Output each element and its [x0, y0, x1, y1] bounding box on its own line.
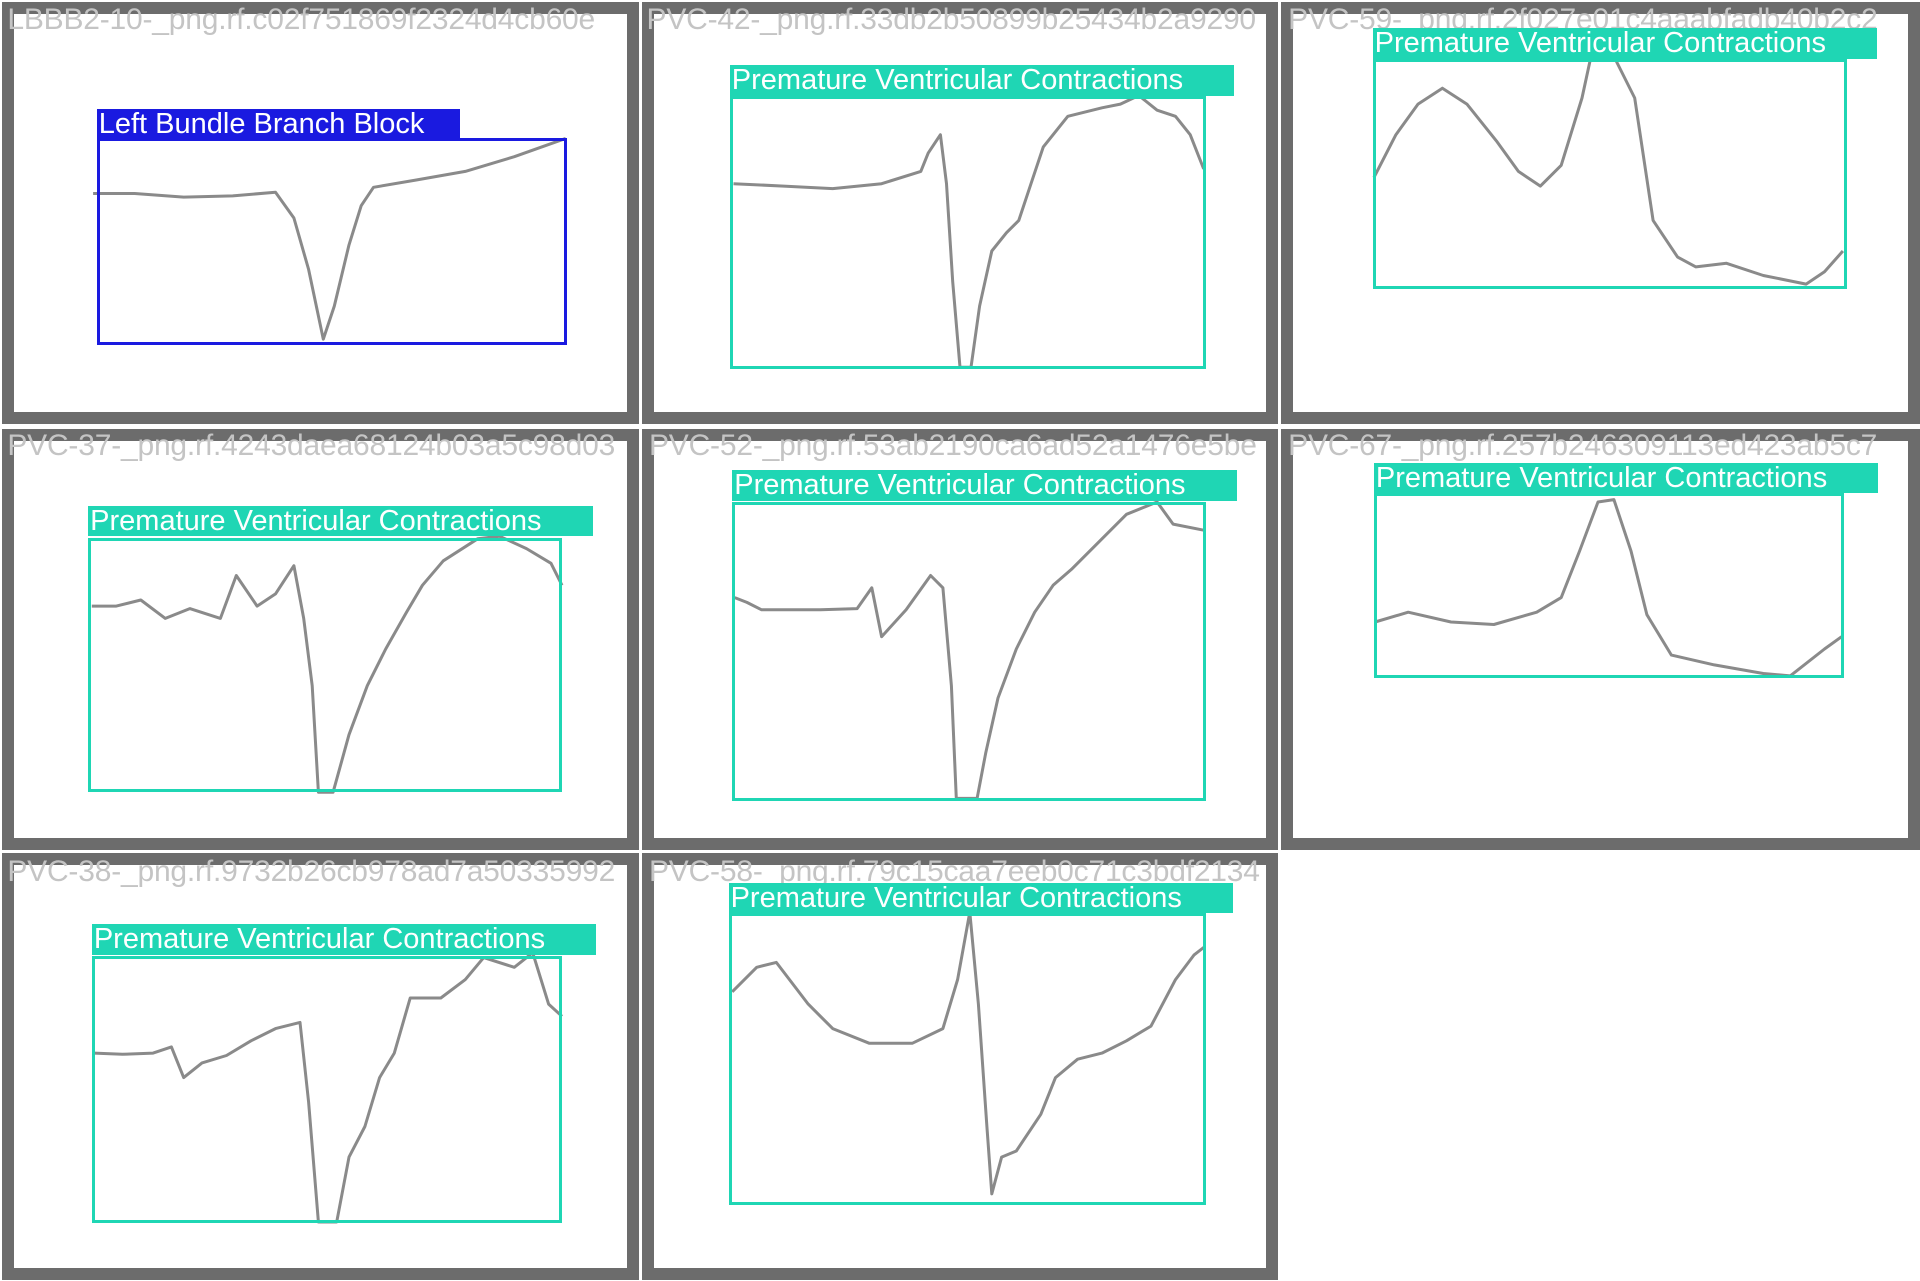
result-tile: [1280, 428, 1920, 850]
detection-bounding-box: [732, 502, 1207, 801]
ecg-trace: [1374, 498, 1843, 678]
ecg-trace: [93, 136, 567, 341]
detection-bounding-box: [729, 95, 1207, 369]
detection-bounding-box: [88, 537, 563, 793]
detection-class-label: Left Bundle Branch Block: [96, 109, 461, 140]
detection-class-label: Premature Ventricular Contractions: [1372, 28, 1878, 59]
detection-class-label: Premature Ventricular Contractions: [88, 506, 593, 537]
detection-bounding-box: [1373, 493, 1845, 679]
result-tile: [641, 853, 1279, 1280]
detection-bounding-box: [91, 956, 563, 1224]
detection-bounding-box: [728, 913, 1207, 1205]
detection-class-label: Premature Ventricular Contractions: [729, 65, 1235, 96]
image-filename: LBBB2-10-_png.rf.c02f751869f2324d4cb60e: [7, 4, 596, 35]
result-tile: [2, 428, 640, 850]
ecg-trace: [731, 910, 1206, 1196]
result-tile: [2, 2, 640, 424]
detection-bounding-box: [96, 138, 567, 346]
result-tile: [1280, 2, 1920, 424]
detection-class-label: Premature Ventricular Contractions: [732, 470, 1237, 501]
detection-class-label: Premature Ventricular Contractions: [1373, 463, 1879, 494]
image-filename: PVC-67-_png.rf.257b246309113ed423ab5c7: [1288, 431, 1878, 462]
detection-class-label: Premature Ventricular Contractions: [91, 924, 597, 956]
image-filename: PVC-37-_png.rf.4243daea68124b03a5c98d03: [7, 431, 616, 462]
detection-bounding-box: [1372, 58, 1847, 289]
image-filename: PVC-38-_png.rf.9732b26cb978ad7a50335992: [7, 857, 616, 888]
image-filename: PVC-58-_png.rf.79c15caa7eeb0c71c3bdf2134: [648, 857, 1260, 888]
image-filename: PVC-52-_png.rf.53ab2190ca6ad52a1476e5be: [648, 431, 1257, 462]
image-filename: PVC-42-_png.rf.33db2b50899b25434b2a9290: [646, 4, 1256, 35]
detection-class-label: Premature Ventricular Contractions: [728, 883, 1234, 914]
